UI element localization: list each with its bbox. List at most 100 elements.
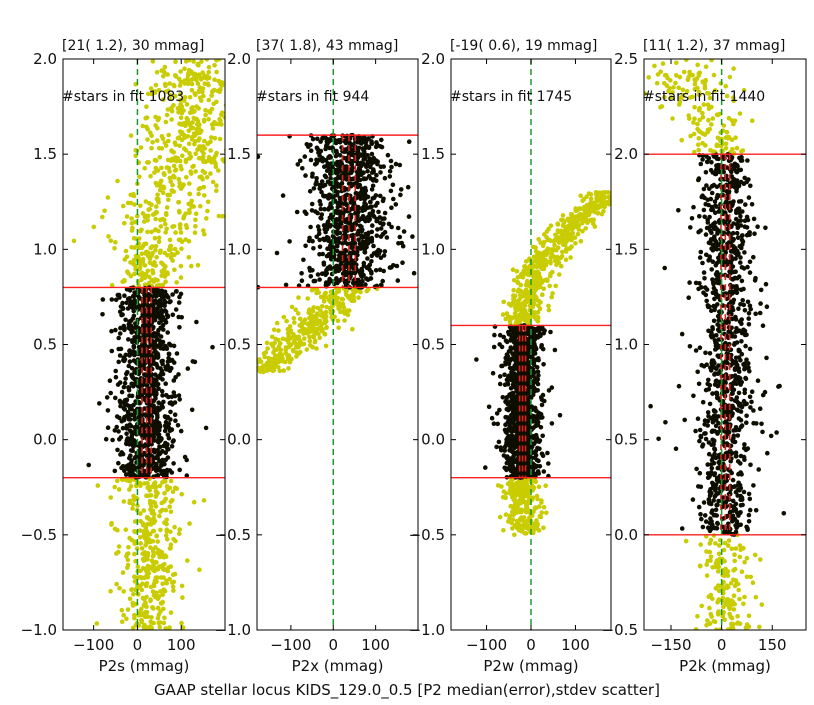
outside-point (537, 504, 542, 509)
fit-point (365, 241, 371, 246)
outside-point (561, 218, 566, 223)
outside-point (163, 479, 168, 484)
outside-point (190, 134, 195, 140)
fit-point (151, 447, 157, 453)
fit-point (360, 146, 366, 151)
outside-point (171, 82, 176, 88)
outside-point (181, 182, 186, 187)
outside-point (568, 255, 573, 260)
outside-point (167, 244, 173, 249)
outside-point (555, 221, 561, 226)
outside-point (187, 208, 192, 213)
fit-point (132, 369, 137, 375)
outside-point (504, 311, 510, 316)
outside-point (134, 546, 140, 551)
fit-point (126, 387, 132, 393)
outside-point (192, 230, 198, 235)
outside-point (141, 557, 147, 562)
outside-point (211, 101, 216, 107)
outside-point (181, 146, 187, 151)
fit-point (344, 140, 349, 145)
outside-point (522, 508, 528, 513)
outside-point (517, 318, 523, 323)
outside-point (163, 279, 168, 285)
fit-point (327, 215, 333, 220)
outside-point (191, 131, 197, 136)
outside-point (153, 82, 159, 88)
outside-point (162, 172, 167, 177)
outside-point (512, 485, 518, 490)
fit-point (377, 267, 383, 273)
outside-point (149, 145, 154, 151)
outside-point (534, 493, 540, 499)
outside-point (525, 298, 531, 304)
outside-point (205, 199, 211, 205)
fit-point (365, 235, 371, 240)
outside-point (590, 207, 596, 212)
outside-point (192, 71, 198, 77)
outside-point (139, 251, 145, 257)
outside-point (186, 121, 192, 126)
fit-point (154, 420, 160, 426)
fit-point (104, 395, 110, 400)
outside-point (284, 318, 289, 324)
outside-point (151, 583, 157, 589)
fit-point (127, 297, 132, 303)
outside-point (305, 331, 310, 336)
fit-point (132, 413, 137, 419)
fit-point (316, 157, 322, 163)
outside-point (559, 263, 564, 269)
outside-point (201, 184, 207, 190)
fit-point (357, 152, 362, 158)
outside-point (230, 181, 235, 186)
outside-point (201, 117, 207, 123)
outside-point (183, 237, 188, 242)
fit-point (308, 148, 314, 153)
outside-point (323, 320, 328, 326)
fit-point (552, 347, 558, 353)
fit-point (141, 429, 147, 435)
outside-point (114, 551, 119, 556)
fit-point (534, 365, 540, 370)
fit-point (308, 142, 313, 148)
fit-point (319, 189, 324, 195)
outside-point (149, 510, 155, 516)
outside-point (541, 250, 546, 256)
fit-point (386, 221, 392, 227)
outside-point (511, 287, 516, 293)
outside-point (150, 59, 156, 64)
fit-point (338, 184, 343, 190)
outside-point (145, 126, 150, 132)
fit-point (126, 337, 131, 342)
outside-point (212, 77, 217, 82)
fit-point (137, 406, 142, 412)
fit-point (140, 382, 146, 388)
outside-point (338, 309, 343, 315)
outside-point (270, 362, 276, 368)
fit-point (379, 137, 384, 143)
outside-point (121, 499, 127, 504)
outside-point (148, 624, 153, 629)
fit-point (177, 325, 182, 330)
fit-point (316, 227, 322, 233)
outside-point (216, 168, 221, 173)
outside-point (335, 295, 341, 301)
fit-point (328, 223, 334, 228)
outside-point (156, 145, 162, 151)
fit-point (374, 250, 379, 256)
fit-point (361, 176, 367, 182)
fit-point (162, 289, 168, 295)
fit-point (128, 460, 134, 466)
outside-point (217, 89, 222, 94)
fit-point (139, 361, 145, 367)
fit-point (157, 315, 162, 321)
outside-point (274, 320, 280, 326)
outside-point (135, 279, 141, 284)
outside-point (294, 350, 300, 355)
outside-point (295, 311, 301, 316)
fit-point (132, 290, 137, 295)
outside-point (152, 170, 157, 175)
fit-point (131, 402, 136, 408)
fit-point (398, 187, 404, 192)
